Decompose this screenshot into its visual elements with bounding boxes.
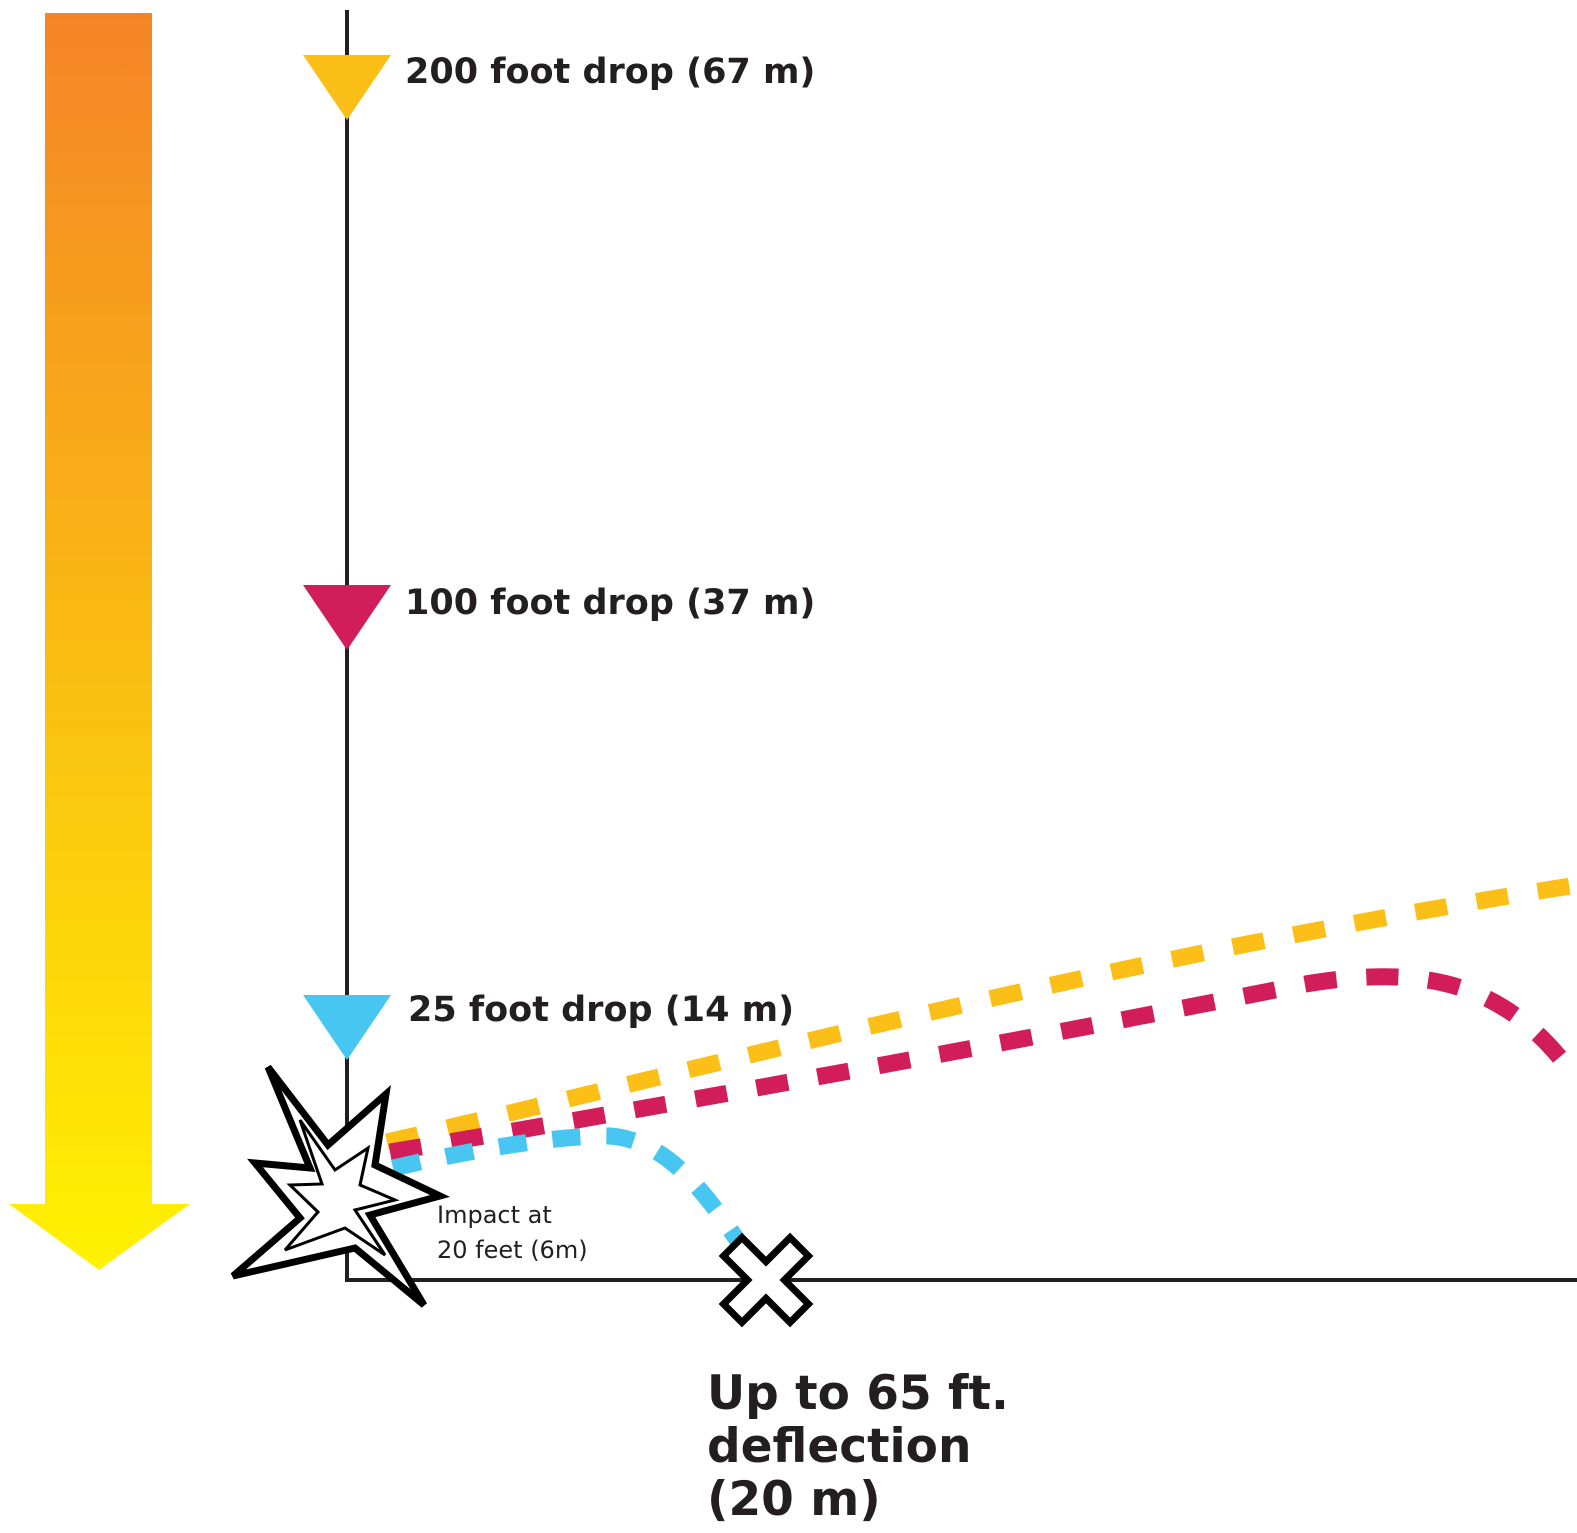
triangle-down-icon: [303, 55, 391, 120]
triangle-down-icon: [303, 995, 391, 1060]
deflection-line1: Up to 65 ft.: [707, 1366, 1009, 1421]
impact-label-line2: 20 feet (6m): [437, 1236, 588, 1264]
trajectory-200-foot: [385, 876, 1577, 1151]
impact-marker: Impact at 20 feet (6m): [230, 1064, 588, 1308]
down-arrow-gradient-icon: [9, 13, 190, 1270]
drop-label-100: 100 foot drop (37 m): [405, 583, 815, 623]
impact-label-line1: Impact at: [437, 1201, 552, 1229]
axes: [345, 10, 1577, 1282]
deflection-caption: Up to 65 ft. deflection (20 m): [707, 1366, 1009, 1527]
drop-marker-25: 25 foot drop (14 m): [303, 990, 794, 1060]
deflection-line3: (20 m): [707, 1472, 881, 1527]
drop-marker-100: 100 foot drop (37 m): [303, 583, 815, 650]
deflection-line2: deflection: [707, 1419, 971, 1474]
explosion-burst-icon: [230, 1064, 451, 1308]
drop-marker-200: 200 foot drop (67 m): [303, 52, 815, 120]
drop-label-200: 200 foot drop (67 m): [405, 52, 815, 92]
height-arrow: [9, 13, 190, 1270]
triangle-down-icon: [303, 585, 391, 650]
drop-label-25: 25 foot drop (14 m): [408, 990, 794, 1030]
trajectory-25-foot: [391, 1127, 753, 1257]
trajectories: [385, 876, 1577, 1257]
landing-marker: [718, 1232, 814, 1328]
x-mark-icon: [718, 1232, 814, 1328]
explosion-burst-inner: [283, 1119, 400, 1257]
trajectory-100-foot: [388, 968, 1577, 1161]
